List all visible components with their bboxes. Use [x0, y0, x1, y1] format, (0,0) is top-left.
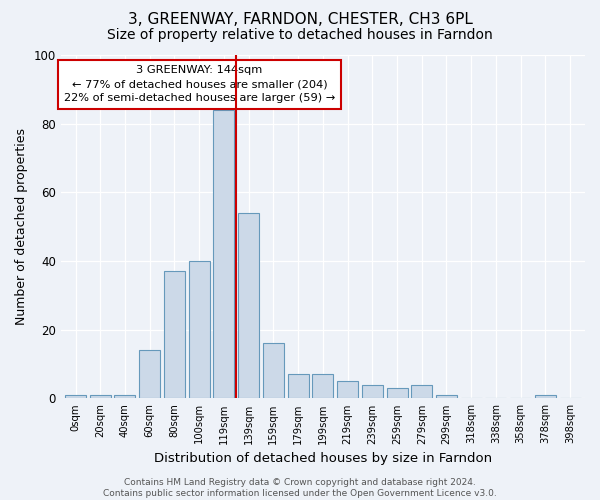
Bar	[337, 382, 358, 398]
Text: Size of property relative to detached houses in Farndon: Size of property relative to detached ho…	[107, 28, 493, 42]
Bar	[535, 395, 556, 398]
Bar	[263, 344, 284, 398]
Bar	[214, 110, 235, 399]
Bar	[436, 395, 457, 398]
Bar	[90, 395, 111, 398]
Text: Contains HM Land Registry data © Crown copyright and database right 2024.
Contai: Contains HM Land Registry data © Crown c…	[103, 478, 497, 498]
Bar	[139, 350, 160, 399]
Bar	[362, 384, 383, 398]
Bar	[188, 261, 209, 398]
Bar	[313, 374, 334, 398]
Bar	[115, 395, 136, 398]
Bar	[164, 272, 185, 398]
Bar	[287, 374, 308, 398]
Text: 3 GREENWAY: 144sqm
← 77% of detached houses are smaller (204)
22% of semi-detach: 3 GREENWAY: 144sqm ← 77% of detached hou…	[64, 66, 335, 104]
Bar	[238, 213, 259, 398]
Bar	[386, 388, 407, 398]
Y-axis label: Number of detached properties: Number of detached properties	[15, 128, 28, 325]
Bar	[411, 384, 432, 398]
Text: 3, GREENWAY, FARNDON, CHESTER, CH3 6PL: 3, GREENWAY, FARNDON, CHESTER, CH3 6PL	[128, 12, 472, 28]
X-axis label: Distribution of detached houses by size in Farndon: Distribution of detached houses by size …	[154, 452, 492, 465]
Bar	[65, 395, 86, 398]
